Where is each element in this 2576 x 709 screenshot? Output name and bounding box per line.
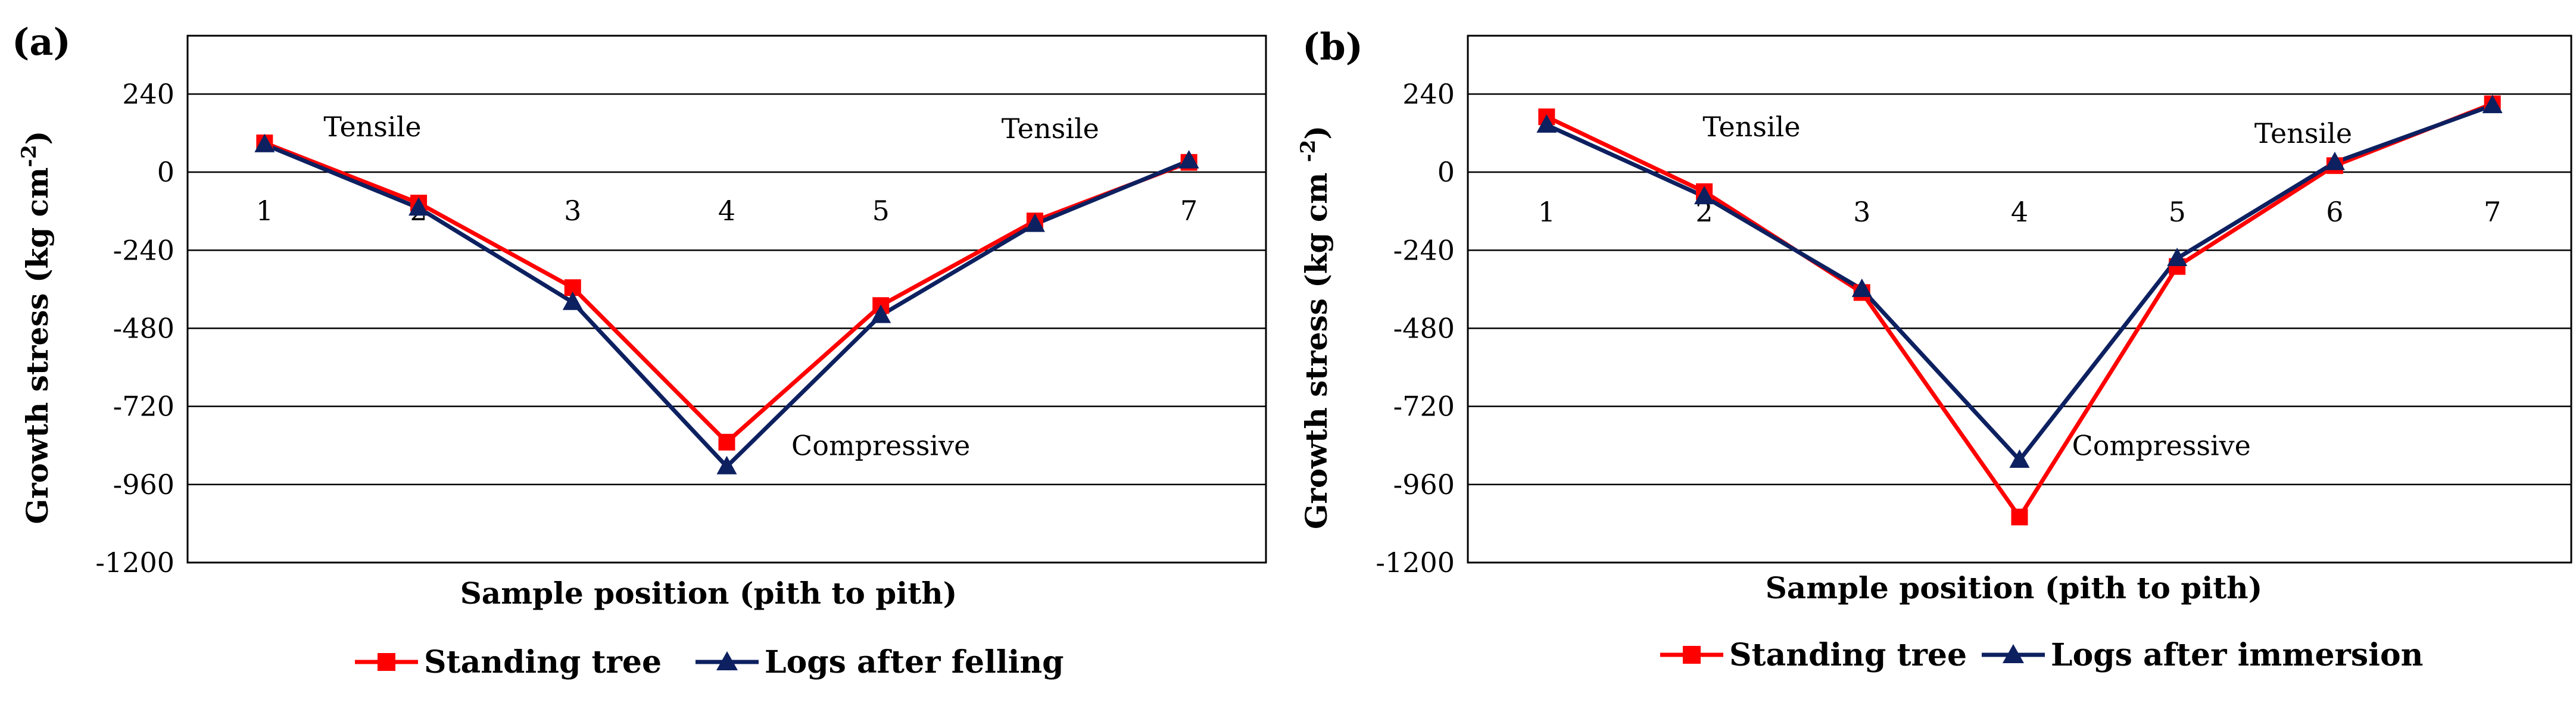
panel-b-point-logs-after-immersion: [2482, 95, 2503, 114]
panel-b-y-tick-label: -240: [1393, 234, 1455, 266]
panel-a-point-logs-after-felling: [716, 455, 737, 474]
panel-a-y-tick-label: -720: [113, 391, 174, 423]
panel-a-annotation: Tensile: [323, 111, 421, 143]
panel-a-y-axis-title-close: ): [20, 131, 55, 145]
panel-a-point-logs-after-felling: [562, 291, 583, 310]
panel-a-x-category-label: 1: [256, 195, 273, 227]
panel-a-legend-triangle-marker: [716, 651, 738, 670]
panel-a-legend-logs-label: Logs after felling: [765, 644, 1064, 680]
panel-b-y-tick-label: -720: [1393, 391, 1455, 423]
panel-b-x-category-label: 5: [2169, 196, 2186, 228]
panel-b-annotation: Tensile: [1702, 111, 1800, 143]
panel-b-plot-area: [1467, 35, 2572, 564]
panel-a-y-axis-title-main: Growth stress (kg cm: [20, 167, 55, 524]
panel-a-label: (a): [12, 20, 71, 64]
panel-b-x-category-label: 7: [2484, 196, 2501, 228]
panel-a-point-logs-after-felling: [1024, 213, 1045, 232]
panel-b-legend: Standing tree Logs after immersion: [1660, 637, 2423, 673]
panel-a-legend-square-marker: [378, 653, 395, 671]
panel-a-x-category-label: 7: [1180, 195, 1197, 227]
panel-a-x-axis-title: Sample position (pith to pith): [460, 576, 958, 611]
panel-b-label: (b): [1302, 25, 1363, 68]
panel-b-y-tick-label: -1200: [1376, 546, 1455, 579]
panel-a-annotation: Tensile: [1002, 113, 1099, 145]
panel-b-x-category-label: 6: [2326, 196, 2343, 228]
panel-b-x-category-label: 4: [2011, 196, 2028, 228]
panel-a-x-category-label: 4: [718, 195, 735, 227]
panel-a-plot: 2400-240-480-720-960-1200123457TensileTe…: [95, 35, 1267, 579]
panel-a-point-logs-after-felling: [408, 197, 429, 216]
panel-a-x-category-label: 3: [564, 195, 581, 227]
panel-b-y-tick-label: 0: [1437, 156, 1455, 188]
panel-a-y-axis-title-sup: -2: [17, 145, 41, 167]
panel-a-legend: Standing tree Logs after felling: [355, 644, 1064, 680]
panel-b-point-logs-after-immersion: [2324, 151, 2345, 170]
panel-b-legend-standing-label: Standing tree: [1729, 637, 1967, 673]
panel-b-y-tick-label: -960: [1393, 468, 1455, 501]
panel-b-y-axis-title-sup: -2: [1296, 140, 1320, 163]
panel-a-point-logs-after-felling: [871, 304, 891, 323]
panel-b-y-tick-label: -480: [1393, 313, 1455, 345]
panel-b-y-tick-label: 240: [1402, 78, 1455, 110]
panel-b-x-category-label: 3: [1853, 196, 1870, 228]
panel-a-y-tick-label: -1200: [95, 546, 174, 579]
panel-a-point-standing-tree: [718, 433, 735, 451]
panel-b-point-logs-after-immersion: [2009, 449, 2030, 468]
panel-b-x-axis-title: Sample position (pith to pith): [1766, 570, 2263, 605]
panel-b-annotation: Tensile: [2254, 117, 2352, 149]
panel-b-y-axis-title: Growth stress (kg cm -2): [1296, 126, 1334, 529]
panel-b-x-category-label: 1: [1538, 196, 1555, 228]
panel-b-y-axis-title-main: Growth stress (kg cm: [1299, 162, 1334, 529]
panel-b-y-axis-title-close: ): [1299, 126, 1334, 140]
panel-b-legend-logs-label: Logs after immersion: [2051, 637, 2423, 673]
panel-b-point-logs-after-immersion: [2167, 247, 2188, 266]
panel-a-y-tick-label: -960: [113, 468, 174, 501]
panel-b-point-standing-tree: [2011, 508, 2028, 526]
panel-b-legend-triangle-marker: [2003, 644, 2024, 663]
panel-b-point-logs-after-immersion: [1851, 278, 1872, 297]
panel-b-legend-square-marker: [1683, 646, 1701, 664]
panel-a-y-tick-label: 0: [157, 156, 174, 188]
panel-a-y-tick-label: -480: [113, 313, 174, 345]
panel-a-y-axis-title: Growth stress (kg cm-2): [17, 131, 55, 524]
panel-a-y-tick-label: 240: [122, 78, 174, 110]
panel-a-series-line-logs-after-felling: [264, 142, 1190, 470]
panel-a-x-category-label: 5: [872, 195, 890, 227]
panel-a-y-tick-label: -240: [113, 234, 174, 266]
panel-b-annotation: Compressive: [2072, 430, 2251, 462]
panel-a-legend-standing-label: Standing tree: [424, 644, 662, 680]
panel-b-point-logs-after-immersion: [1536, 114, 1557, 133]
panel-a-point-logs-after-felling: [254, 133, 275, 152]
panel-a-point-logs-after-felling: [1178, 150, 1199, 169]
panel-a-annotation: Compressive: [791, 430, 970, 462]
panel-b-point-logs-after-immersion: [1694, 186, 1715, 205]
panel-a-series-line-standing-tree: [264, 140, 1190, 445]
